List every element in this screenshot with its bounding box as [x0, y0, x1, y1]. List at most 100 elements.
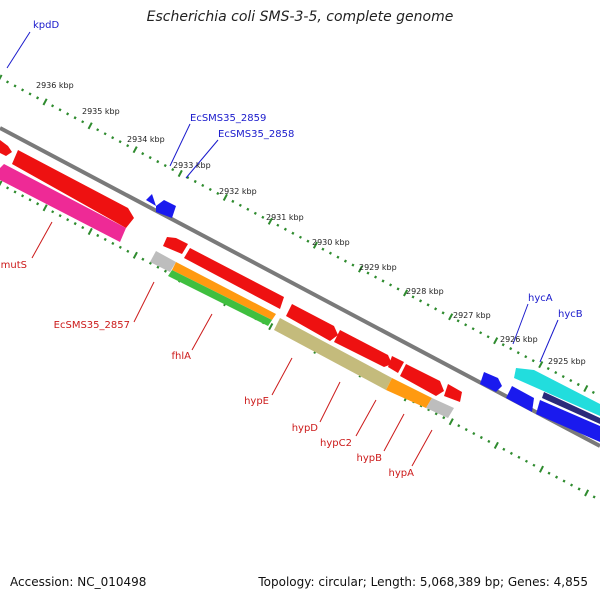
minor-tick — [343, 259, 347, 263]
minor-tick — [141, 257, 145, 261]
minor-tick — [569, 378, 573, 383]
minor-tick — [58, 108, 62, 112]
gene-label-hypA[interactable]: hypA — [389, 468, 415, 479]
gene-bar[interactable] — [172, 262, 276, 320]
minor-tick — [434, 307, 438, 311]
minor-tick — [576, 382, 580, 387]
minor-tick — [328, 251, 332, 255]
minor-tick — [457, 424, 461, 428]
major-tick — [493, 441, 499, 449]
gene-bar[interactable] — [168, 270, 272, 326]
gene-arrow[interactable] — [400, 364, 444, 396]
minor-tick — [291, 231, 295, 235]
minor-tick — [479, 331, 483, 335]
minor-tick — [381, 279, 385, 283]
gene-label-EcSMS35_2858[interactable]: EcSMS35_2858 — [218, 129, 294, 140]
gene-arrow[interactable] — [334, 330, 392, 367]
gene-label-hypC2[interactable]: hypC2 — [320, 438, 352, 449]
major-tick — [584, 489, 590, 497]
gene-arrow[interactable] — [184, 248, 284, 309]
minor-tick — [126, 144, 130, 148]
gene-arrow[interactable] — [286, 304, 338, 341]
minor-tick — [28, 92, 32, 96]
gene-label-hypB[interactable]: hypB — [357, 453, 383, 464]
gene-bar[interactable] — [274, 318, 392, 390]
minor-tick — [186, 175, 190, 180]
gene-label-fhlA[interactable]: fhlA — [172, 351, 192, 362]
minor-tick — [456, 319, 460, 323]
major-tick — [539, 465, 544, 473]
major-tick — [358, 265, 363, 273]
accession-text: Accession: NC_010498 — [10, 575, 147, 589]
gene-bar[interactable] — [0, 164, 126, 242]
gene-bar[interactable] — [150, 251, 176, 272]
gene-arrow[interactable] — [0, 140, 12, 156]
minor-tick — [276, 223, 280, 227]
minor-tick — [591, 390, 595, 395]
minor-tick — [21, 88, 25, 92]
minor-tick — [28, 198, 32, 202]
gene-label-hypD[interactable]: hypD — [292, 423, 319, 434]
gene-arrow[interactable] — [506, 386, 534, 412]
gene-label-EcSMS35_2859[interactable]: EcSMS35_2859 — [190, 113, 266, 124]
minor-tick — [555, 475, 559, 479]
minor-tick — [351, 263, 355, 267]
gene-arrow[interactable] — [542, 392, 600, 424]
major-tick — [267, 217, 273, 225]
minor-tick — [238, 203, 242, 207]
minor-tick — [81, 120, 85, 124]
minor-tick — [13, 84, 17, 88]
gene-label-hypE[interactable]: hypE — [244, 396, 269, 407]
minor-tick — [111, 241, 115, 246]
minor-tick — [103, 132, 107, 136]
gene-arrow[interactable] — [156, 200, 176, 218]
gene-bar[interactable] — [386, 378, 432, 408]
minor-tick — [501, 343, 505, 347]
scale-label: 2931 kbp — [266, 213, 304, 222]
gene-arrow[interactable] — [444, 384, 462, 402]
gene-bar[interactable] — [426, 398, 454, 418]
minor-tick — [163, 269, 167, 273]
scale-label: 2926 kbp — [500, 335, 538, 344]
major-tick — [448, 313, 454, 321]
minor-tick — [306, 239, 310, 243]
gene-arrow[interactable] — [163, 237, 188, 254]
gene-arrow[interactable] — [514, 368, 600, 416]
gene-label-hycA[interactable]: hycA — [528, 293, 553, 304]
minor-tick — [389, 283, 393, 287]
gene-label-mutS[interactable]: mutS — [1, 260, 27, 271]
minor-tick — [156, 160, 160, 164]
gene-arrow[interactable] — [480, 372, 502, 392]
outer-scale-ticks — [0, 74, 595, 395]
scale-label: 2925 kbp — [548, 357, 586, 366]
gene-label-kpdD[interactable]: kpdD — [33, 20, 59, 31]
minor-tick — [298, 235, 302, 239]
scale-label: 2928 kbp — [406, 287, 444, 296]
gene-arrow[interactable] — [388, 356, 404, 373]
minor-tick — [148, 155, 152, 160]
minor-tick — [58, 214, 62, 218]
minor-tick — [321, 247, 325, 251]
gene-label-hycB[interactable]: hycB — [558, 309, 583, 320]
minor-tick — [208, 187, 212, 192]
minor-tick — [73, 116, 77, 120]
minor-tick — [231, 199, 235, 203]
gene-arrow[interactable] — [536, 400, 600, 442]
minor-tick — [66, 112, 70, 116]
minor-tick — [5, 80, 10, 84]
scale-label: 2936 kbp — [36, 81, 74, 90]
gene-label-EcSMS35_2857[interactable]: EcSMS35_2857 — [54, 320, 130, 331]
scale-label: 2930 kbp — [312, 238, 350, 247]
minor-tick — [118, 245, 122, 249]
gene-arrow[interactable] — [146, 194, 156, 206]
minor-tick — [517, 455, 521, 459]
gene-arrow[interactable] — [12, 150, 134, 228]
minor-tick — [547, 471, 551, 475]
minor-tick — [6, 186, 10, 190]
scale-label: 2935 kbp — [82, 107, 120, 116]
minor-tick — [441, 311, 445, 315]
major-tick — [583, 384, 589, 393]
major-tick — [538, 361, 544, 369]
scale-label: 2933 kbp — [173, 161, 211, 170]
